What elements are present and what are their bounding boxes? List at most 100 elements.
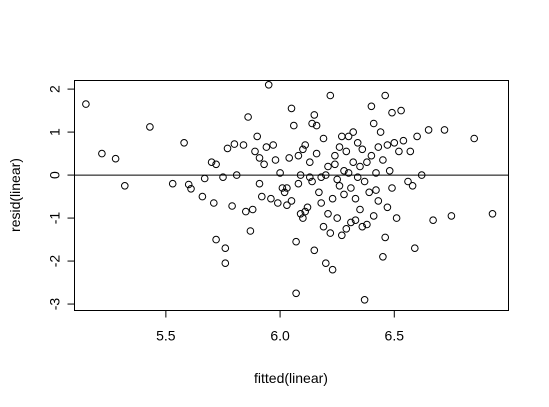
data-point	[274, 199, 282, 207]
data-point	[470, 134, 479, 143]
x-tick-label: 5.5	[156, 328, 176, 344]
data-point	[372, 186, 380, 194]
y-axis-title: resid(linear)	[7, 158, 23, 232]
data-point	[369, 212, 378, 220]
data-point	[312, 121, 321, 130]
data-point	[440, 126, 449, 134]
data-point	[230, 140, 239, 148]
data-point	[360, 177, 369, 186]
data-point	[406, 147, 415, 156]
data-point	[335, 143, 344, 151]
data-point	[388, 108, 396, 117]
x-tick-label: 6.5	[385, 328, 405, 344]
data-point	[429, 216, 437, 224]
plot-frame	[74, 80, 509, 311]
y-tick-label: -3	[47, 298, 63, 311]
data-point	[198, 192, 207, 201]
data-point	[271, 156, 280, 164]
data-point	[353, 139, 362, 147]
data-point	[383, 141, 392, 149]
data-point	[399, 136, 408, 145]
data-point	[287, 104, 296, 113]
data-point	[221, 244, 230, 252]
data-point	[232, 171, 241, 179]
data-point	[333, 175, 342, 184]
data-point	[301, 207, 310, 216]
data-point	[381, 91, 390, 100]
x-tick-label: 6.0	[270, 328, 290, 344]
x-axis: 5.5 6.0 6.5	[156, 310, 405, 344]
data-point	[187, 185, 195, 193]
data-point	[200, 174, 209, 183]
data-point	[264, 81, 273, 89]
data-point	[353, 173, 362, 181]
data-point	[228, 202, 236, 210]
data-point	[408, 182, 417, 190]
data-point	[317, 173, 326, 181]
data-point	[278, 184, 287, 192]
data-point	[372, 169, 380, 177]
data-point	[331, 160, 339, 169]
data-point	[367, 151, 376, 160]
data-point	[285, 154, 294, 162]
data-point	[310, 111, 319, 119]
data-point	[168, 179, 177, 188]
data-point	[411, 244, 419, 252]
data-point	[340, 167, 348, 175]
data-point	[324, 162, 332, 171]
data-point	[207, 158, 216, 166]
data-point	[424, 126, 433, 134]
data-point	[379, 156, 387, 164]
data-point	[283, 201, 291, 209]
data-point	[253, 132, 262, 141]
data-point	[219, 173, 227, 181]
data-point	[146, 123, 154, 131]
data-point	[255, 154, 264, 162]
data-point	[312, 149, 321, 158]
data-point	[255, 179, 264, 188]
data-point	[212, 160, 220, 169]
data-point	[381, 233, 390, 242]
data-point	[326, 91, 335, 100]
data-point	[111, 154, 120, 163]
data-point	[315, 188, 323, 197]
y-tick-label: 0	[47, 171, 63, 179]
data-point	[358, 145, 367, 154]
data-point	[360, 296, 369, 304]
data-point	[306, 158, 314, 166]
data-point	[322, 259, 330, 268]
data-point	[303, 203, 312, 212]
data-point	[324, 210, 332, 218]
data-point	[335, 182, 344, 190]
data-point	[447, 212, 456, 220]
data-point	[269, 141, 278, 149]
y-tick-label: 1	[47, 128, 63, 136]
data-point	[347, 218, 355, 227]
data-point	[363, 158, 371, 166]
data-point	[349, 128, 358, 136]
data-point	[331, 151, 339, 160]
data-point	[340, 190, 348, 199]
data-point	[342, 225, 351, 233]
data-point	[374, 197, 383, 205]
data-point	[351, 216, 360, 224]
data-point	[404, 177, 412, 186]
data-point	[369, 119, 378, 128]
data-point	[413, 132, 421, 141]
data-point	[328, 265, 337, 274]
data-point	[296, 171, 305, 179]
data-point	[338, 132, 346, 141]
y-tick-label: -1	[47, 212, 63, 225]
data-point	[388, 184, 396, 192]
data-point	[280, 188, 289, 197]
data-point	[342, 147, 351, 156]
data-point	[294, 179, 303, 188]
data-point	[374, 143, 383, 151]
data-point	[262, 143, 271, 151]
data-point	[317, 199, 326, 207]
data-point	[358, 222, 367, 231]
data-point	[319, 134, 328, 143]
data-point	[212, 235, 220, 244]
data-point	[292, 237, 300, 246]
data-point	[390, 139, 399, 147]
